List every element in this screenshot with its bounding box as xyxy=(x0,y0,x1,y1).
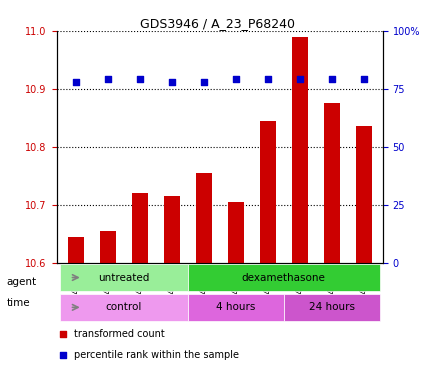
Point xyxy=(200,79,207,85)
FancyBboxPatch shape xyxy=(283,294,379,321)
Text: 24 hours: 24 hours xyxy=(308,302,354,312)
Text: 4 hours: 4 hours xyxy=(216,302,255,312)
Bar xyxy=(68,237,83,263)
Bar xyxy=(323,103,339,263)
Bar xyxy=(355,126,371,263)
Point xyxy=(327,76,334,83)
Point xyxy=(296,76,302,83)
Bar xyxy=(195,173,211,263)
Text: agent: agent xyxy=(7,277,36,287)
Bar xyxy=(99,231,115,263)
Text: transformed count: transformed count xyxy=(74,329,165,339)
Point xyxy=(359,76,366,83)
FancyBboxPatch shape xyxy=(59,294,187,321)
Text: untreated: untreated xyxy=(98,273,149,283)
Point xyxy=(275,216,282,222)
Point xyxy=(275,26,282,32)
Point xyxy=(136,76,143,83)
Point xyxy=(72,79,79,85)
Text: GDS3946 / A_23_P68240: GDS3946 / A_23_P68240 xyxy=(140,17,294,30)
Point xyxy=(232,76,239,83)
Text: percentile rank within the sample: percentile rank within the sample xyxy=(74,350,239,360)
FancyBboxPatch shape xyxy=(187,294,283,321)
Point xyxy=(104,76,111,83)
Point xyxy=(168,79,175,85)
Text: time: time xyxy=(7,298,30,308)
FancyBboxPatch shape xyxy=(187,264,379,291)
Bar xyxy=(259,121,275,263)
FancyBboxPatch shape xyxy=(59,264,187,291)
Bar xyxy=(291,36,307,263)
Bar xyxy=(227,202,243,263)
Text: dexamethasone: dexamethasone xyxy=(241,273,325,283)
Bar xyxy=(132,193,148,263)
Text: control: control xyxy=(105,302,141,312)
Point xyxy=(263,76,270,83)
Bar xyxy=(163,196,179,263)
